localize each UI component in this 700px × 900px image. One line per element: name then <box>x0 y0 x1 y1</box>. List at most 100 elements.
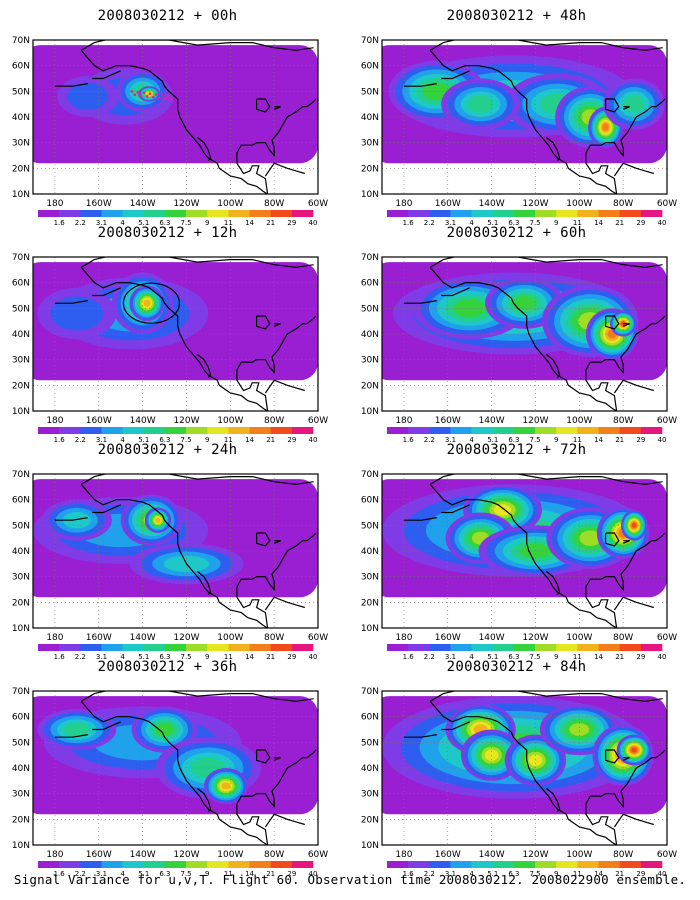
longitude-label: 160W <box>435 416 461 426</box>
latitude-label: 40N <box>12 113 30 123</box>
colorbar-label: 6.3 <box>159 436 170 444</box>
colorbar-swatch <box>143 427 166 434</box>
variance-contour <box>513 295 536 311</box>
latitude-label: 30N <box>12 573 30 583</box>
colorbar-swatch <box>598 427 620 434</box>
colorbar-label: 1.6 <box>403 870 415 878</box>
colorbar-label: 3.1 <box>96 870 107 878</box>
colorbar-swatch <box>249 644 271 651</box>
longitude-label: 160W <box>86 416 112 426</box>
colorbar-label: 14 <box>245 219 254 227</box>
map-panel: 2008030212 + 72h 70N 60N 50N 40N 30N 20N 10N 180… <box>349 442 684 661</box>
colorbar-swatch <box>38 427 60 434</box>
colorbar-swatch <box>164 861 187 868</box>
colorbar-swatch <box>577 861 599 868</box>
colorbar-label: 1.6 <box>54 870 66 878</box>
variance-contour <box>623 95 645 113</box>
colorbar-swatch <box>598 861 620 868</box>
colorbar-label: 40 <box>658 653 667 661</box>
colorbar-label: 11 <box>224 219 233 227</box>
colorbar-label: 3.1 <box>96 219 107 227</box>
coastlines <box>54 474 317 628</box>
longitude-label: 60W <box>308 850 328 860</box>
longitude-label: 160W <box>86 633 112 643</box>
colorbar-swatch <box>492 861 515 868</box>
variance-contour <box>63 722 90 737</box>
latitude-label: 10N <box>12 624 30 634</box>
colorbar-label: 1.6 <box>403 219 415 227</box>
colorbar-label: 1.6 <box>54 219 66 227</box>
longitude-label: 100W <box>566 633 592 643</box>
latitude-label: 70N <box>361 253 379 263</box>
colorbar-swatch <box>207 861 229 868</box>
colorbar-swatch <box>164 644 187 651</box>
panel-title: 2008030212 + 12h <box>97 225 238 241</box>
colorbar-label: 6.3 <box>508 436 519 444</box>
colorbar-swatch <box>535 210 557 217</box>
colorbar-label: 5.1 <box>487 653 498 661</box>
panel-title: 2008030212 + 84h <box>446 659 587 675</box>
colorbar-label: 29 <box>636 436 645 444</box>
longitude-label: 140W <box>130 199 156 209</box>
colorbar-swatch <box>471 861 494 868</box>
colorbar-label: 6.3 <box>159 219 170 227</box>
colorbar-swatch <box>640 210 663 217</box>
colorbar-swatch <box>143 861 166 868</box>
colorbar-label: 3.1 <box>96 653 107 661</box>
colorbar-swatch <box>387 861 409 868</box>
colorbar-label: 14 <box>594 219 603 227</box>
colorbar-swatch <box>450 427 472 434</box>
variance-contour <box>631 747 638 753</box>
longitude-label: 160W <box>435 850 461 860</box>
latitude-label: 70N <box>12 36 30 46</box>
longitude-label: 80W <box>264 633 284 643</box>
colorbar-swatch <box>80 427 102 434</box>
colorbar-label: 5.1 <box>487 219 498 227</box>
variance-map: 70N 60N 50N 40N 30N 20N 10N 180 160W 140W 120W 100W… <box>12 253 328 444</box>
longitude-label: 180 <box>395 199 412 209</box>
longitude-label: 180 <box>395 850 412 860</box>
variance-map: 70N 60N 50N 40N 30N 20N 10N 180 160W 140W 120W 100W… <box>361 36 677 227</box>
colorbar-label: 4 <box>120 870 125 878</box>
map-panel: 2008030212 + 84h 70N 60N 50N 40N 30N 20N 10N 180… <box>349 659 684 878</box>
panel-title: 2008030212 + 36h <box>97 659 238 675</box>
colorbar-swatch <box>492 210 515 217</box>
colorbar-swatch <box>619 644 642 651</box>
panel-title: 2008030212 + 60h <box>446 225 587 241</box>
colorbar-swatch <box>164 427 187 434</box>
latitude-label: 40N <box>361 113 379 123</box>
latitude-label: 40N <box>361 330 379 340</box>
colorbar-label: 9 <box>205 653 209 661</box>
colorbar-label: 7.5 <box>181 653 192 661</box>
latitude-label: 60N <box>12 279 30 289</box>
longitude-label: 80W <box>264 850 284 860</box>
colorbar-label: 6.3 <box>159 653 170 661</box>
latitude-label: 50N <box>361 87 379 97</box>
colorbar-label: 4 <box>469 219 474 227</box>
highlight-circle <box>122 282 180 324</box>
colorbar-label: 3.1 <box>445 436 456 444</box>
latitude-label: 40N <box>12 764 30 774</box>
longitude-label: 140W <box>479 199 505 209</box>
map-frame <box>32 473 319 629</box>
coastlines <box>403 474 666 628</box>
colorbar-label: 21 <box>266 436 275 444</box>
latitude-label: 70N <box>12 470 30 480</box>
colorbar-label: 11 <box>573 436 582 444</box>
coastlines <box>403 691 666 845</box>
colorbar-label: 4 <box>469 436 474 444</box>
longitude-label: 120W <box>173 850 199 860</box>
colorbar-label: 4 <box>120 219 125 227</box>
colorbar-swatch <box>101 210 123 217</box>
colorbar-swatch <box>291 210 314 217</box>
grid-lines <box>382 691 667 845</box>
colorbar-swatch <box>270 861 293 868</box>
variance-map: 70N 60N 50N 40N 30N 20N 10N 180 160W 140W 120W 100W… <box>12 36 328 227</box>
latitude-label: 60N <box>361 496 379 506</box>
latitude-label: 20N <box>12 815 30 825</box>
colorbar-swatch <box>186 210 208 217</box>
colorbar-swatch <box>492 644 515 651</box>
colorbar-swatch <box>429 427 451 434</box>
colorbar-label: 40 <box>309 653 318 661</box>
colorbar-swatch <box>59 210 81 217</box>
